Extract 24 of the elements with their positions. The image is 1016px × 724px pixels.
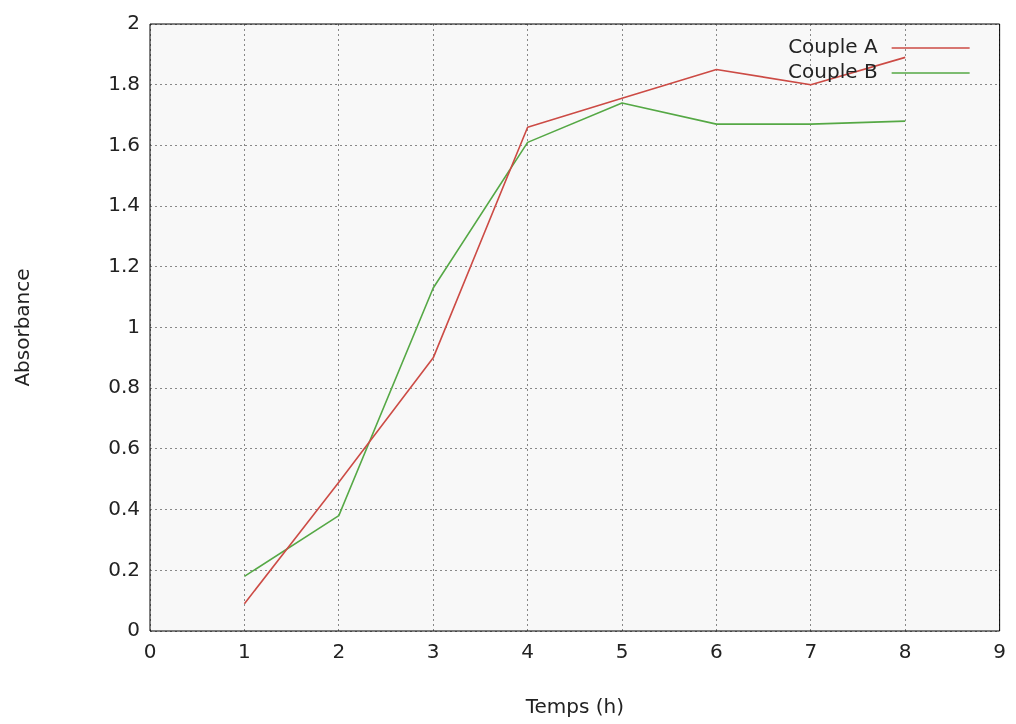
x-axis-title: Temps (h) — [524, 694, 624, 719]
y-tick-label: 0.2 — [108, 556, 140, 581]
y-tick-label: 1 — [127, 313, 140, 338]
y-tick-label: 1.4 — [108, 192, 140, 217]
x-tick-label: 8 — [898, 639, 912, 664]
y-tick-label: 1.8 — [108, 70, 140, 95]
legend-label: Couple A — [788, 34, 878, 59]
x-tick-label: 0 — [143, 639, 157, 664]
y-tick-label: 0.4 — [108, 495, 140, 520]
y-tick-label: 1.6 — [108, 131, 140, 156]
x-tick-label: 4 — [521, 639, 534, 664]
y-tick-label: 0 — [127, 617, 140, 642]
y-tick-label: 1.2 — [108, 253, 140, 277]
y-tick-label: 0.8 — [108, 374, 140, 399]
x-tick-label: 2 — [332, 639, 346, 664]
x-tick-label: 3 — [426, 639, 440, 664]
y-tick-label: 2 — [127, 10, 140, 35]
x-tick-label: 7 — [804, 639, 818, 664]
x-tick-label: 1 — [238, 639, 251, 664]
y-axis-title: Absorbance — [10, 268, 35, 387]
y-tick-label: 0.6 — [108, 435, 140, 460]
x-tick-label: 9 — [993, 639, 1006, 664]
x-tick-label: 6 — [710, 639, 723, 664]
x-tick-label: 5 — [615, 639, 629, 664]
